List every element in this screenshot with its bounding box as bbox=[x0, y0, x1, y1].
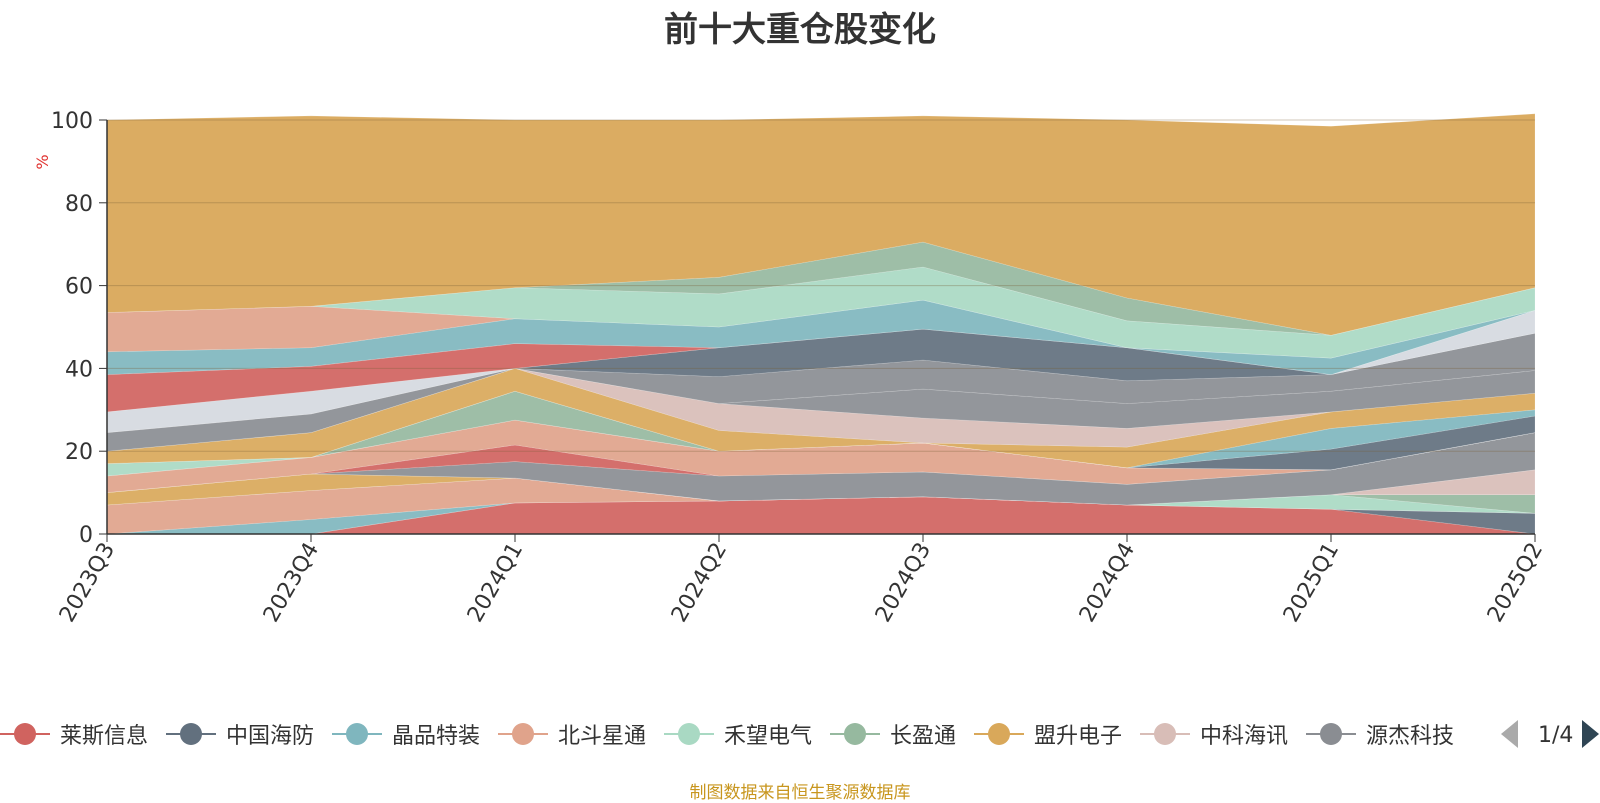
legend-item[interactable]: 源杰科技 bbox=[1306, 715, 1454, 753]
legend-marker-icon bbox=[664, 723, 714, 745]
legend-label: 禾望电气 bbox=[724, 724, 813, 749]
legend-marker-icon bbox=[1306, 723, 1356, 745]
legend-item[interactable]: 中国海防 bbox=[166, 715, 314, 753]
x-tick-label: 2025Q1 bbox=[1279, 539, 1344, 627]
legend-label: 北斗星通 bbox=[558, 724, 647, 749]
grid-lines bbox=[107, 119, 1535, 452]
y-tick-label: 80 bbox=[65, 192, 93, 217]
y-tick-label: 60 bbox=[65, 275, 93, 300]
y-axis-label: % bbox=[33, 154, 52, 169]
x-tick-label: 2024Q4 bbox=[1075, 539, 1140, 627]
legend-marker-icon bbox=[498, 723, 548, 745]
chart-title: 前十大重仓股变化 bbox=[664, 10, 936, 50]
legend-label: 长盈通 bbox=[890, 724, 957, 749]
legend-item[interactable]: 长盈通 bbox=[830, 715, 956, 753]
legend-marker-icon bbox=[332, 723, 382, 745]
y-tick-label: 0 bbox=[79, 523, 93, 548]
legend-marker-icon bbox=[0, 723, 50, 745]
legend-label: 莱斯信息 bbox=[60, 724, 149, 749]
source-note: 制图数据来自恒生聚源数据库 bbox=[689, 783, 911, 803]
legend-label: 中国海防 bbox=[226, 724, 315, 749]
x-tick-label: 2023Q3 bbox=[55, 539, 120, 627]
area-series-28 bbox=[106, 113, 1536, 336]
legend-item[interactable]: 禾望电气 bbox=[664, 715, 812, 753]
legend-item[interactable]: 北斗星通 bbox=[498, 715, 646, 753]
legend-label: 晶品特装 bbox=[392, 724, 481, 749]
legend-marker-icon bbox=[830, 723, 880, 745]
page-indicator: 1/4 bbox=[1538, 723, 1573, 748]
legend-pager: 1/4 bbox=[1501, 720, 1599, 748]
x-tick-label: 2025Q2 bbox=[1483, 539, 1548, 627]
y-tick-label: 20 bbox=[65, 440, 93, 465]
prev-page-icon[interactable] bbox=[1501, 720, 1518, 748]
y-tick-label: 40 bbox=[65, 357, 93, 382]
x-tick-label: 2024Q3 bbox=[871, 539, 936, 627]
next-page-icon[interactable] bbox=[1582, 720, 1599, 748]
legend-item[interactable]: 莱斯信息 bbox=[0, 715, 148, 753]
legend-item[interactable]: 中科海讯 bbox=[1140, 715, 1288, 753]
area-series-group bbox=[106, 113, 1536, 535]
x-tick-label: 2023Q4 bbox=[259, 539, 324, 627]
x-tick-label: 2024Q1 bbox=[463, 539, 528, 627]
legend-marker-icon bbox=[1140, 723, 1190, 745]
legend-label: 盟升电子 bbox=[1034, 724, 1123, 749]
x-tick-label: 2024Q2 bbox=[667, 539, 732, 627]
stacked-area-chart: 0 20 40 60 80 100% 2023Q3 2023Q4 2024Q1 2024Q2 202… bbox=[33, 109, 1548, 627]
legend-marker-icon bbox=[974, 723, 1024, 745]
legend-marker-icon bbox=[166, 723, 216, 745]
legend-item[interactable]: 晶品特装 bbox=[332, 715, 480, 753]
legend-label: 源杰科技 bbox=[1366, 724, 1455, 749]
y-tick-label: 100 bbox=[51, 109, 93, 134]
legend-item[interactable]: 盟升电子 bbox=[974, 715, 1122, 753]
legend-label: 中科海讯 bbox=[1200, 724, 1289, 749]
legend: 莱斯信息 中国海防 晶品特装 北斗星通 禾望电气 长盈通 盟升电子 中科海讯 源杰科技 bbox=[0, 715, 1480, 753]
